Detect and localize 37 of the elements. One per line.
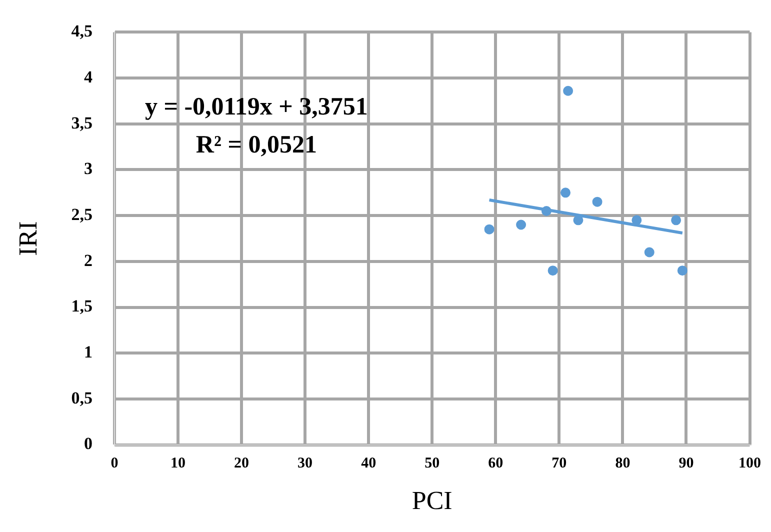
y-tick-label: 2 — [84, 250, 92, 270]
x-tick-label: 30 — [298, 456, 313, 472]
point — [516, 220, 526, 230]
x-tick-label: 40 — [361, 456, 376, 472]
y-tick-label: 2,5 — [71, 204, 92, 224]
x-tick-label: 80 — [615, 456, 630, 472]
y-tick-label: 3 — [84, 159, 92, 178]
y-tick-label: 4 — [84, 67, 93, 86]
point — [563, 86, 574, 96]
y-tick-label: 1,5 — [71, 296, 92, 316]
point — [548, 266, 558, 276]
y-tick-label: 3,5 — [71, 113, 92, 132]
y-tick-label: 0 — [84, 434, 92, 454]
point — [573, 215, 584, 226]
annotation: R² = 0,0521 — [196, 132, 317, 159]
x-tick-label: 10 — [170, 456, 186, 472]
y-tick-label: 0,5 — [71, 388, 92, 408]
y-tick-label: 4,5 — [71, 22, 92, 41]
x-tick-label: 20 — [234, 456, 250, 472]
point — [541, 206, 552, 216]
point — [677, 266, 688, 276]
x-tick-label: 70 — [552, 456, 567, 472]
x-tick-label: 100 — [738, 456, 761, 472]
y-axis-title: IRI — [13, 221, 42, 256]
x-tick-label: 90 — [678, 456, 694, 472]
point — [484, 224, 494, 234]
annotation: y = -0,0119x + 3,3751 — [144, 94, 368, 121]
y-tick-label: 1 — [84, 342, 92, 362]
x-tick-label: 0 — [110, 456, 118, 472]
x-tick-label: 50 — [424, 456, 440, 472]
point — [632, 215, 642, 226]
point — [592, 196, 602, 207]
point — [671, 215, 682, 226]
point — [560, 188, 571, 198]
x-tick-label: 60 — [488, 456, 504, 472]
point — [644, 247, 654, 258]
x-axis-title: PCI — [412, 486, 452, 516]
